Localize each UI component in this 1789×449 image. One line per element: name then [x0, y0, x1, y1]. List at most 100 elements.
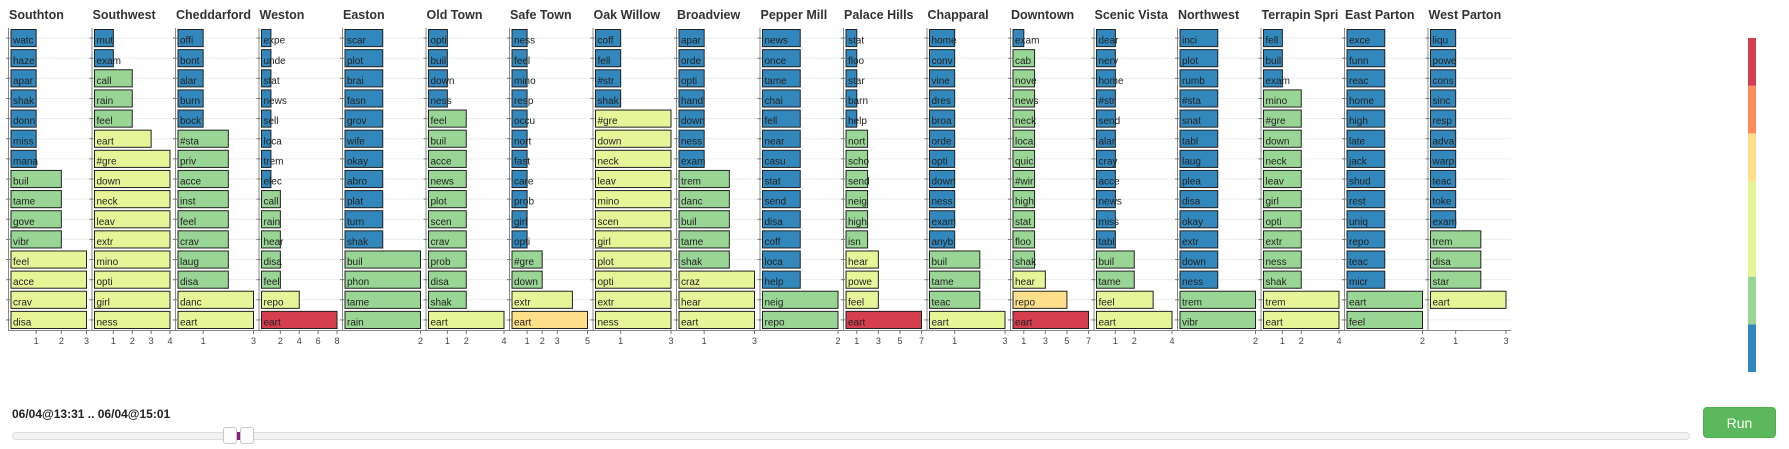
bar [929, 230, 956, 249]
bar-label: buil [13, 177, 29, 188]
bar [428, 29, 448, 48]
bar-label: sinc [1433, 96, 1451, 107]
x-tick-label: 3 [84, 336, 89, 346]
panel-title: Weston [260, 8, 305, 22]
bar [845, 89, 858, 108]
bar [678, 169, 730, 189]
bar [344, 250, 421, 269]
bar-label: opti [681, 76, 697, 87]
bar-label: floo [1015, 237, 1032, 248]
slider-handle-end[interactable] [239, 427, 254, 444]
bar [10, 230, 62, 249]
bar [344, 89, 384, 108]
slider-selected-range[interactable] [237, 432, 242, 440]
bar-label: eart [180, 318, 197, 329]
bar-label: grov [347, 116, 366, 127]
bar [94, 290, 171, 309]
bar-label: trem [1182, 297, 1202, 308]
bar-label: acce [1099, 177, 1121, 188]
bar [595, 290, 672, 309]
bar [929, 310, 1006, 330]
bar [177, 109, 204, 128]
bar-label: shak [1015, 257, 1037, 268]
bar-label: buil [347, 257, 363, 268]
bar [511, 310, 588, 330]
bar [10, 290, 87, 309]
bar [929, 250, 981, 269]
bar-label: offi [180, 36, 193, 47]
bar [1012, 89, 1036, 108]
bar-label: eart [681, 318, 698, 329]
bar-label: extr [1266, 237, 1283, 248]
x-tick-label: 7 [919, 336, 924, 346]
bar [1012, 190, 1036, 209]
bar [177, 129, 229, 148]
bar-label: apar [13, 76, 34, 87]
bar [678, 89, 705, 108]
bar-label: rain [97, 96, 114, 107]
bar-label: resp [1433, 116, 1453, 127]
bar [511, 49, 528, 68]
bar [10, 29, 37, 48]
bar [1430, 89, 1457, 108]
bar [1346, 190, 1386, 209]
bar-label: neig [765, 297, 784, 308]
bar [1179, 149, 1219, 168]
x-tick-label: 1 [702, 336, 707, 346]
bar-label: barn [848, 96, 868, 107]
bar-label: bont [180, 56, 200, 67]
time-slider-track[interactable] [12, 432, 1690, 440]
panel-title: West Parton [1429, 8, 1502, 22]
bar [762, 129, 801, 148]
bar [1430, 290, 1507, 309]
bar [595, 49, 622, 68]
x-tick-label: 7 [1086, 336, 1091, 346]
bar [344, 169, 384, 189]
bar [1179, 29, 1219, 48]
slider-handle-start[interactable] [223, 427, 238, 444]
bar [94, 29, 114, 48]
bar-label: turn [347, 217, 364, 228]
bar-label: burn [180, 96, 200, 107]
bar [1430, 210, 1457, 229]
bar [261, 109, 272, 128]
bar-label: girl [1266, 197, 1279, 208]
bar [1096, 89, 1116, 108]
bar-label: cons [1433, 76, 1454, 87]
bar [261, 290, 300, 309]
bar-label: broa [932, 116, 952, 127]
bar [94, 69, 133, 88]
bar [762, 250, 801, 269]
bar-label: miss [1099, 217, 1120, 228]
bar-label: opti [431, 36, 447, 47]
bar [94, 190, 171, 209]
bar [595, 109, 672, 128]
bar-label: shak [13, 96, 35, 107]
bar [845, 149, 869, 168]
bar [94, 310, 171, 330]
bar-label: plot [431, 197, 447, 208]
panel-title: Pepper Mill [761, 8, 828, 22]
bar [762, 149, 801, 168]
bar-label: miss [13, 136, 34, 147]
bar-label: feel [97, 116, 113, 127]
bar [261, 129, 272, 148]
bar-label: exam [97, 56, 121, 67]
run-button[interactable]: Run [1703, 407, 1776, 438]
bar [929, 49, 956, 68]
bar-label: opti [514, 237, 530, 248]
bar-label: powe [1433, 56, 1457, 67]
bar [678, 149, 705, 168]
legend-swatch [1748, 276, 1756, 325]
bar [344, 310, 421, 330]
panel-17: West Parton liqu powe cons sinc resp adva warp t… [1425, 8, 1511, 346]
bar [595, 129, 672, 148]
bar-label: feel [13, 257, 29, 268]
x-tick-label: 2 [835, 336, 840, 346]
bar [1179, 69, 1219, 88]
bar-label: vibr [13, 237, 30, 248]
bar [511, 89, 528, 108]
bar-label: anyb [932, 237, 954, 248]
bar [1096, 29, 1116, 48]
bar [1263, 129, 1302, 148]
